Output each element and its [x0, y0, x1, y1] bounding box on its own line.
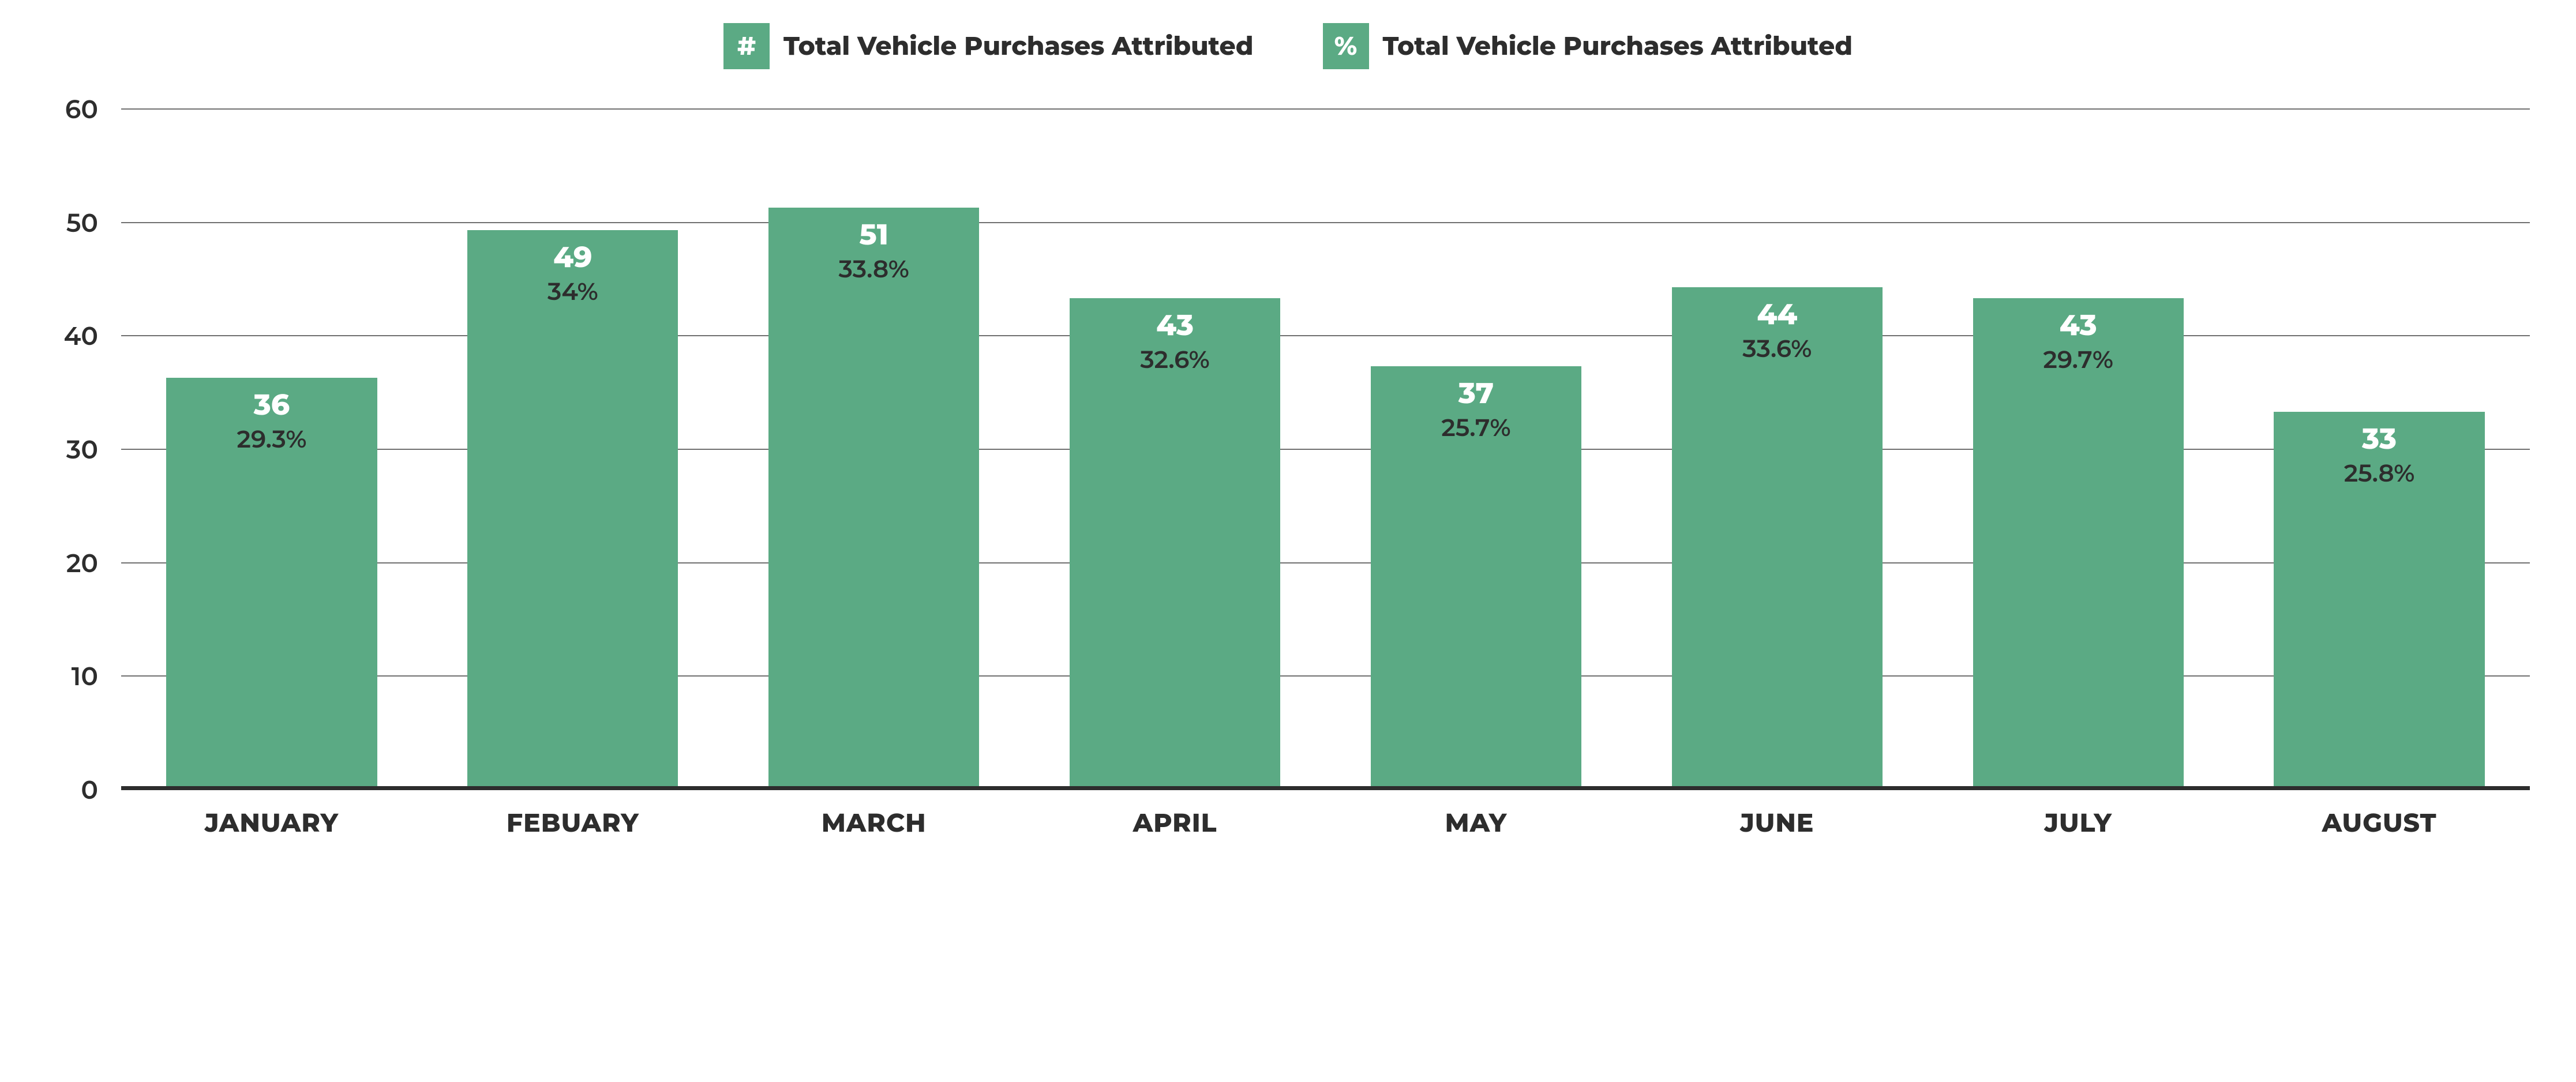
- bar: 4332.6%: [1070, 298, 1280, 786]
- x-tick-label: MAY: [1326, 790, 1627, 871]
- bar-chart: 0102030405060 3629.3%4934%5133.8%4332.6%…: [35, 110, 2541, 871]
- bar-value-count: 33: [2274, 421, 2484, 456]
- y-tick-label: 50: [66, 208, 98, 239]
- bar-slot: 4934%: [422, 110, 723, 790]
- bar-slot: 4329.7%: [1928, 110, 2229, 790]
- bar-slot: 4433.6%: [1626, 110, 1928, 790]
- bar-value-percent: 29.7%: [1973, 344, 2184, 374]
- bar-value-count: 43: [1070, 307, 1280, 343]
- y-tick-label: 40: [64, 321, 99, 352]
- bar-value-percent: 32.6%: [1070, 344, 1280, 374]
- x-tick-label: MARCH: [723, 790, 1025, 871]
- x-tick-label: FEBUARY: [422, 790, 723, 871]
- bar-slot: 4332.6%: [1025, 110, 1326, 790]
- bar-slot: 3725.7%: [1326, 110, 1627, 790]
- bar-slot: 5133.8%: [723, 110, 1025, 790]
- legend: # Total Vehicle Purchases Attributed % T…: [35, 23, 2541, 69]
- y-tick-label: 10: [72, 661, 98, 692]
- x-tick-label: JULY: [1928, 790, 2229, 871]
- x-tick-label: JANUARY: [121, 790, 422, 871]
- x-tick-label: APRIL: [1025, 790, 1326, 871]
- bar-value-count: 43: [1973, 307, 2184, 343]
- bar-slot: 3325.8%: [2229, 110, 2530, 790]
- y-tick-label: 0: [81, 775, 98, 806]
- bar: 4433.6%: [1672, 287, 1883, 786]
- y-tick-label: 60: [65, 94, 98, 125]
- x-tick-label: AUGUST: [2229, 790, 2530, 871]
- y-tick-label: 30: [66, 434, 98, 465]
- chart-container: # Total Vehicle Purchases Attributed % T…: [0, 0, 2576, 894]
- bar-value-count: 36: [166, 387, 377, 422]
- bars-group: 3629.3%4934%5133.8%4332.6%3725.7%4433.6%…: [121, 110, 2530, 790]
- bar-value-percent: 29.3%: [166, 424, 377, 454]
- bar-value-percent: 25.8%: [2274, 458, 2484, 488]
- x-axis: JANUARYFEBUARYMARCHAPRILMAYJUNEJULYAUGUS…: [121, 790, 2530, 871]
- legend-item-percent: % Total Vehicle Purchases Attributed: [1323, 23, 1853, 69]
- legend-label-percent: Total Vehicle Purchases Attributed: [1383, 31, 1853, 62]
- bar-value-count: 49: [467, 239, 678, 275]
- bar: 4329.7%: [1973, 298, 2184, 786]
- bar-value-count: 44: [1672, 296, 1883, 332]
- x-tick-label: JUNE: [1626, 790, 1928, 871]
- bar-value-percent: 25.7%: [1371, 412, 1581, 442]
- y-axis: 0102030405060: [35, 110, 110, 790]
- bar: 3325.8%: [2274, 412, 2484, 786]
- bar-value-percent: 33.6%: [1672, 333, 1883, 363]
- bar-value-percent: 33.8%: [768, 254, 979, 284]
- bar-value-count: 37: [1371, 375, 1581, 411]
- bar: 5133.8%: [768, 208, 979, 786]
- legend-item-count: # Total Vehicle Purchases Attributed: [723, 23, 1254, 69]
- bar-value-count: 51: [768, 217, 979, 252]
- plot-area: 3629.3%4934%5133.8%4332.6%3725.7%4433.6%…: [121, 110, 2530, 790]
- bar-value-percent: 34%: [467, 276, 678, 306]
- bar: 4934%: [467, 230, 678, 786]
- y-tick-label: 20: [66, 548, 98, 579]
- bar: 3725.7%: [1371, 366, 1581, 786]
- x-axis-baseline: [121, 786, 2530, 790]
- legend-swatch-count: #: [723, 23, 770, 69]
- legend-label-count: Total Vehicle Purchases Attributed: [783, 31, 1254, 62]
- legend-swatch-percent: %: [1323, 23, 1369, 69]
- bar: 3629.3%: [166, 378, 377, 786]
- bar-slot: 3629.3%: [121, 110, 422, 790]
